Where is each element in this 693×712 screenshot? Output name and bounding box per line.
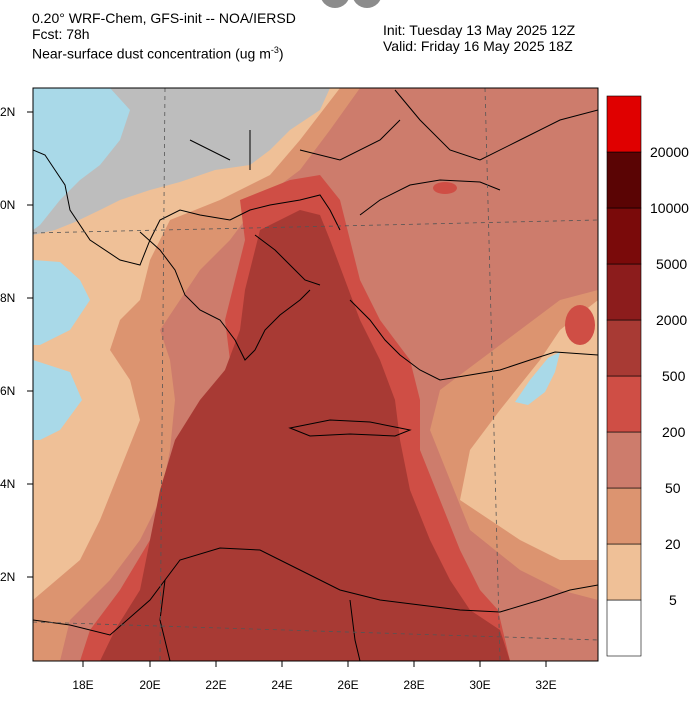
forecast-hour: Fcst: 78h <box>32 26 90 42</box>
lon-label-28e: 28E <box>403 678 425 692</box>
grid-lines <box>33 88 598 661</box>
colorbar-label-50: 50 <box>665 480 681 496</box>
valid-time: Valid: Friday 16 May 2025 18Z <box>383 38 573 54</box>
clear-sea-mid <box>33 360 82 440</box>
model-title: 0.20° WRF-Chem, GFS-init -- NOA/IERSD <box>32 10 296 26</box>
colorbar-swatch <box>606 319 642 377</box>
logo-circle-right <box>352 0 382 8</box>
dust-level-2000 <box>100 210 510 661</box>
colorbar-label-20: 20 <box>665 536 681 552</box>
colorbar-swatch <box>606 375 642 433</box>
lat-label-6: 2N <box>0 570 16 584</box>
lon-label-18e: 18E <box>72 678 94 692</box>
colorbar-label-5000: 5000 <box>656 256 688 272</box>
lat-label-5: 4N <box>0 477 16 491</box>
logo-circle-left <box>320 0 350 8</box>
map-title-block: 0.20° WRF-Chem, GFS-init -- NOA/IERSD Fc… <box>32 10 296 62</box>
lat-label-4: 6N <box>0 384 16 398</box>
lon-label-20e: 20E <box>139 678 161 692</box>
colorbar-label-2000: 2000 <box>656 312 688 328</box>
init-time: Init: Tuesday 13 May 2025 12Z <box>383 22 576 38</box>
colorbar-swatch <box>606 95 642 153</box>
colorbar-swatch <box>606 599 642 657</box>
clear-sea-southwest <box>33 260 90 345</box>
time-block: Init: Tuesday 13 May 2025 12Z Valid: Fri… <box>383 22 575 54</box>
colorbar-swatch <box>606 263 642 321</box>
colorbar-label-5: 5 <box>669 592 677 608</box>
colorbar-swatch <box>606 543 642 601</box>
clear-sea-west <box>33 88 130 230</box>
lat-label-3: 8N <box>0 291 16 305</box>
map-frame <box>32 87 599 662</box>
clear-sea-east <box>515 352 560 405</box>
dust-patch-east <box>565 305 595 345</box>
lon-label-32e: 32E <box>535 678 557 692</box>
variable-title: Near-surface dust concentration (ug m-3) <box>32 45 284 62</box>
lon-label-30e: 30E <box>469 678 491 692</box>
colorbar-label-10000: 10000 <box>650 200 689 216</box>
lat-label-2: 0N <box>0 198 16 212</box>
lon-label-26e: 26E <box>337 678 359 692</box>
colorbar-label-500: 500 <box>662 368 686 384</box>
colorbar-swatch <box>606 487 642 545</box>
lat-label-1: 2N <box>0 105 16 119</box>
colorbar-swatch <box>606 207 642 265</box>
colorbar-swatch <box>606 431 642 489</box>
tick-marks <box>27 111 547 667</box>
dust-patch-northeast <box>433 182 457 194</box>
lon-label-22e: 22E <box>205 678 227 692</box>
colorbar-label-200: 200 <box>662 424 686 440</box>
map-field <box>33 88 598 661</box>
colorbar-swatch <box>606 151 642 209</box>
coastlines <box>33 89 598 661</box>
colorbar-label-20000: 20000 <box>650 144 689 160</box>
lon-label-24e: 24E <box>271 678 293 692</box>
colorbar <box>606 95 642 657</box>
